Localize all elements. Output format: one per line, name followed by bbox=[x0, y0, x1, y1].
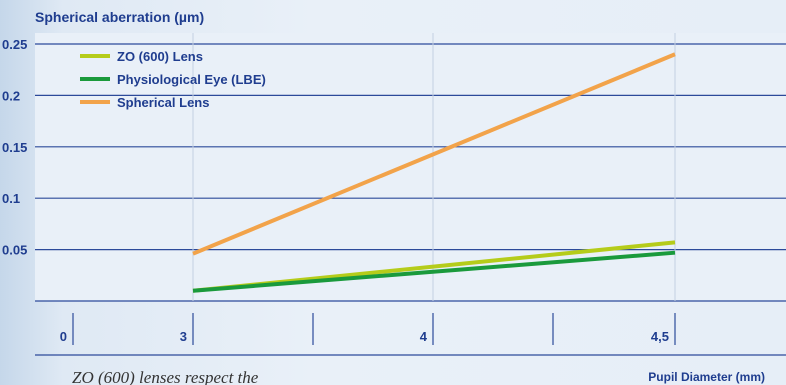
y-tick-label: 0.25 bbox=[2, 37, 27, 52]
y-tick-label: 0.2 bbox=[2, 88, 20, 103]
x-axis-title: Pupil Diameter (mm) bbox=[648, 370, 765, 384]
legend-label: ZO (600) Lens bbox=[117, 49, 203, 64]
x-tick-label: 3 bbox=[180, 329, 187, 344]
legend-label: Physiological Eye (LBE) bbox=[117, 72, 266, 87]
caption: ZO (600) lenses respect the bbox=[72, 368, 259, 385]
series-line bbox=[192, 250, 676, 293]
y-tick-label: 0.05 bbox=[2, 243, 27, 258]
y-tick-label: 0.15 bbox=[2, 140, 27, 155]
x-tick-label: 4 bbox=[420, 329, 428, 344]
y-tick-label: 0.1 bbox=[2, 191, 20, 206]
x-tick-label: 0 bbox=[60, 329, 67, 344]
y-axis-title: Spherical aberration (µm) bbox=[35, 9, 204, 25]
legend-label: Spherical Lens bbox=[117, 95, 209, 110]
y-axis-tick-labels: 0.25 0.2 0.15 0.1 0.05 bbox=[2, 37, 27, 258]
legend: ZO (600) Lens Physiological Eye (LBE) Sphe… bbox=[80, 49, 266, 110]
x-tick-label: 4,5 bbox=[651, 329, 669, 344]
series-lines bbox=[192, 52, 676, 293]
x-axis-tick-labels: 0 3 4 4,5 bbox=[60, 329, 669, 344]
plot-area bbox=[35, 33, 786, 301]
x-axis-ticks bbox=[72, 313, 676, 345]
grid bbox=[35, 33, 786, 356]
series-line bbox=[192, 52, 676, 256]
